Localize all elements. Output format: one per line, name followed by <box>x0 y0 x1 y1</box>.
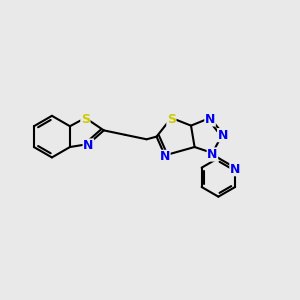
Text: S: S <box>167 113 176 126</box>
Text: N: N <box>207 148 218 161</box>
Text: S: S <box>81 113 90 126</box>
Text: N: N <box>83 139 94 152</box>
Text: N: N <box>230 163 240 176</box>
Text: N: N <box>218 129 228 142</box>
Text: N: N <box>160 150 170 163</box>
Text: N: N <box>205 113 215 126</box>
